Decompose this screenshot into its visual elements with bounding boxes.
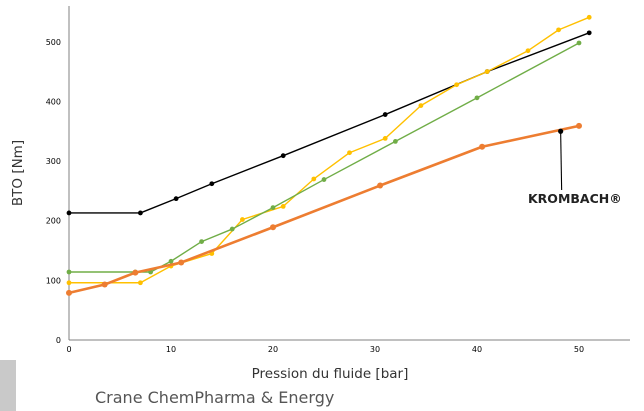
series-0-point-2 <box>173 196 179 202</box>
series-2-point-5 <box>229 226 235 232</box>
y-tick-label: 100 <box>46 276 61 285</box>
y-tick-label: 500 <box>46 38 61 47</box>
x-tick-label: 20 <box>268 345 278 354</box>
chart-series <box>66 14 592 296</box>
series-3-point-4 <box>270 224 276 231</box>
series-1-point-0 <box>66 280 72 286</box>
series-1-point-9 <box>418 103 424 109</box>
series-0-point-7 <box>586 30 592 36</box>
series-0-point-3 <box>209 181 215 187</box>
x-tick-label: 30 <box>370 345 380 354</box>
series-1 <box>66 14 592 286</box>
y-tick-label: 400 <box>46 97 61 106</box>
series-2-point-8 <box>393 138 398 144</box>
footer-gray-block <box>0 360 16 411</box>
x-tick-label: 50 <box>574 345 584 354</box>
series-3-point-6 <box>479 143 486 150</box>
x-tick-label: 0 <box>66 345 71 354</box>
series-0-point-5 <box>382 112 388 117</box>
series-3-point-2 <box>132 269 139 276</box>
series-1-point-8 <box>382 136 388 141</box>
series-2-point-0 <box>66 269 72 275</box>
series-3-point-7 <box>576 122 582 129</box>
y-axis-title: BTO [Nm] <box>10 140 26 206</box>
y-tick-label: 300 <box>46 157 61 166</box>
series-0-point-0 <box>66 210 72 216</box>
series-1-point-11 <box>484 69 490 75</box>
series-1-line <box>69 16 590 284</box>
series-2-point-3 <box>168 258 174 264</box>
annotation-leader <box>560 131 563 191</box>
series-1-point-7 <box>347 150 352 156</box>
series-3-point-1 <box>101 281 108 288</box>
chart-axes <box>68 6 630 341</box>
series-2-point-7 <box>321 177 327 182</box>
series-2-point-9 <box>474 95 480 101</box>
x-axis-title: Pression du fluide [bar] <box>252 366 409 382</box>
series-3-line <box>68 124 580 295</box>
annotation-label-krombach: KROMBACH® <box>528 191 622 206</box>
series-0-point-4 <box>280 153 286 159</box>
x-tick-label: 10 <box>166 345 176 354</box>
series-1-point-12 <box>525 48 531 54</box>
series-1-point-5 <box>280 204 286 209</box>
series-2-point-10 <box>576 40 582 46</box>
series-3-point-5 <box>377 182 384 189</box>
series-0-point-1 <box>138 210 143 216</box>
series-3-point-0 <box>66 289 72 296</box>
series-2-line <box>69 42 580 273</box>
series-2-point-4 <box>199 239 205 244</box>
x-tick-label: 40 <box>472 345 482 354</box>
series-1-point-13 <box>556 27 561 33</box>
series-1-point-1 <box>138 280 143 286</box>
series-1-point-14 <box>586 14 592 20</box>
annotations: KROMBACH® <box>528 128 622 206</box>
y-tick-label: 0 <box>56 336 61 345</box>
series-1-point-4 <box>240 217 245 222</box>
series-3 <box>66 122 582 296</box>
series-3-point-3 <box>178 259 185 266</box>
series-1-point-10 <box>454 82 459 88</box>
series-2-point-6 <box>270 205 276 210</box>
footer-company-name: Crane ChemPharma & Energy <box>95 388 334 407</box>
series-2 <box>66 40 582 275</box>
annotation-marker <box>558 128 564 134</box>
y-tick-label: 200 <box>46 217 61 226</box>
series-1-point-6 <box>311 176 317 182</box>
